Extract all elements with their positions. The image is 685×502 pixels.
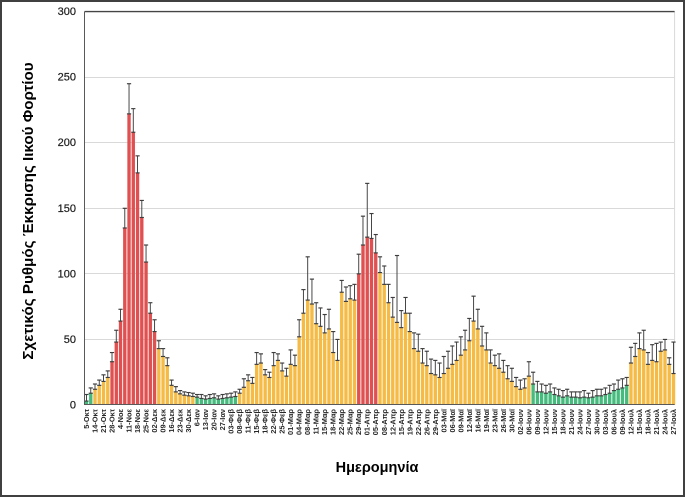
svg-text:08-Φεβ: 08-Φεβ (235, 409, 244, 434)
svg-text:15-Ιουλ: 15-Ιουλ (635, 409, 644, 435)
svg-text:06-Ιουλ: 06-Ιουλ (609, 409, 618, 435)
svg-text:09-Ιουλ: 09-Ιουλ (618, 409, 627, 435)
svg-text:23-Δεκ: 23-Δεκ (176, 408, 185, 433)
svg-text:21-Ιουν: 21-Ιουν (567, 409, 576, 435)
svg-text:100: 100 (58, 268, 76, 280)
svg-text:30-Μαϊ: 30-Μαϊ (507, 408, 516, 432)
svg-text:11-Νοε: 11-Νοε (125, 409, 134, 433)
svg-text:18-Ιουλ: 18-Ιουλ (643, 409, 652, 435)
svg-text:22-Απρ: 22-Απρ (414, 409, 423, 436)
svg-text:30-Δεκ: 30-Δεκ (184, 408, 193, 433)
svg-text:12-Μαϊ: 12-Μαϊ (465, 408, 474, 432)
svg-text:09-Δεκ: 09-Δεκ (159, 408, 168, 433)
svg-text:27-Ιουλ: 27-Ιουλ (669, 409, 678, 435)
svg-text:15-Μαρ: 15-Μαρ (320, 409, 329, 435)
svg-text:150: 150 (58, 203, 76, 215)
svg-text:03-Ιουλ: 03-Ιουλ (601, 409, 610, 435)
svg-text:20-Ιαν: 20-Ιαν (210, 409, 219, 430)
svg-text:250: 250 (58, 72, 76, 84)
svg-text:30-Ιουν: 30-Ιουν (592, 409, 601, 435)
svg-text:08-Μαρ: 08-Μαρ (303, 409, 312, 435)
svg-text:05-Απρ: 05-Απρ (371, 409, 380, 436)
svg-text:02-Δεκ: 02-Δεκ (150, 408, 159, 433)
svg-text:03-Μαϊ: 03-Μαϊ (439, 408, 448, 432)
svg-text:14-Οκτ: 14-Οκτ (91, 408, 100, 433)
svg-text:200: 200 (58, 137, 76, 149)
svg-text:15-Απρ: 15-Απρ (397, 409, 406, 436)
svg-text:02-Ιουν: 02-Ιουν (516, 409, 525, 435)
svg-text:27-Ιαν: 27-Ιαν (218, 409, 227, 430)
svg-text:26-Απρ: 26-Απρ (422, 409, 431, 436)
svg-text:24-Ιουν: 24-Ιουν (575, 409, 584, 435)
svg-text:4-Νοε: 4-Νοε (116, 409, 125, 429)
svg-text:Σχετικός Ρυθμός Έκκρισης Ιικού: Σχετικός Ρυθμός Έκκρισης Ιικού Φορτίου (20, 62, 37, 359)
svg-text:50: 50 (64, 334, 76, 346)
svg-text:12-Ιουλ: 12-Ιουλ (626, 409, 635, 435)
svg-text:13-Ιαν: 13-Ιαν (201, 409, 210, 430)
svg-text:03-Φεβ: 03-Φεβ (227, 409, 236, 434)
svg-text:19-Απρ: 19-Απρ (405, 409, 414, 436)
svg-text:26-Μαϊ: 26-Μαϊ (499, 408, 508, 432)
svg-text:12-Ιουν: 12-Ιουν (541, 409, 550, 435)
svg-text:04-Μαρ: 04-Μαρ (295, 409, 304, 435)
svg-text:0: 0 (70, 400, 76, 412)
svg-text:11-Φεβ: 11-Φεβ (244, 409, 253, 434)
svg-text:18-Ιουν: 18-Ιουν (558, 409, 567, 435)
svg-text:25-Νοε: 25-Νοε (142, 409, 151, 434)
svg-text:25-Φεβ: 25-Φεβ (278, 409, 287, 434)
svg-text:21-Οκτ: 21-Οκτ (99, 408, 108, 433)
svg-text:Ημερομηνία: Ημερομηνία (336, 460, 419, 476)
svg-text:16-Μαϊ: 16-Μαϊ (473, 408, 482, 432)
svg-text:19-Μαϊ: 19-Μαϊ (482, 408, 491, 432)
svg-text:29-Απρ: 29-Απρ (431, 409, 440, 436)
svg-text:15-Φεβ: 15-Φεβ (252, 409, 261, 434)
svg-text:22-Μαρ: 22-Μαρ (337, 409, 346, 435)
svg-text:29-Μαρ: 29-Μαρ (354, 409, 363, 435)
svg-text:23-Μαϊ: 23-Μαϊ (490, 408, 499, 432)
svg-text:28-Οκτ: 28-Οκτ (108, 408, 117, 433)
svg-text:21-Ιουλ: 21-Ιουλ (652, 409, 661, 435)
svg-text:01-Απρ: 01-Απρ (363, 409, 372, 436)
svg-text:18-Νοε: 18-Νοε (133, 409, 142, 434)
svg-text:18-Μαρ: 18-Μαρ (329, 409, 338, 435)
svg-text:18-Φεβ: 18-Φεβ (261, 409, 270, 434)
svg-text:12-Απρ: 12-Απρ (388, 409, 397, 436)
svg-text:06-Ιουν: 06-Ιουν (524, 409, 533, 435)
svg-text:15-Ιουν: 15-Ιουν (550, 409, 559, 435)
svg-text:09-Μαϊ: 09-Μαϊ (456, 408, 465, 432)
svg-text:5-Οκτ: 5-Οκτ (82, 408, 91, 428)
svg-text:11-Μαρ: 11-Μαρ (312, 409, 321, 435)
svg-text:06-Μαϊ: 06-Μαϊ (448, 408, 457, 432)
svg-text:22-Φεβ: 22-Φεβ (269, 409, 278, 434)
svg-text:27-Ιουν: 27-Ιουν (584, 409, 593, 435)
svg-text:300: 300 (58, 6, 76, 18)
svg-text:16-Δεκ: 16-Δεκ (167, 408, 176, 433)
svg-text:24-Ιουλ: 24-Ιουλ (660, 409, 669, 435)
svg-text:09-Ιουν: 09-Ιουν (533, 409, 542, 435)
svg-text:01-Μαρ: 01-Μαρ (286, 409, 295, 435)
svg-text:08-Απρ: 08-Απρ (380, 409, 389, 436)
svg-text:25-Μαρ: 25-Μαρ (346, 409, 355, 435)
svg-text:6-Ιαν: 6-Ιαν (193, 409, 202, 426)
